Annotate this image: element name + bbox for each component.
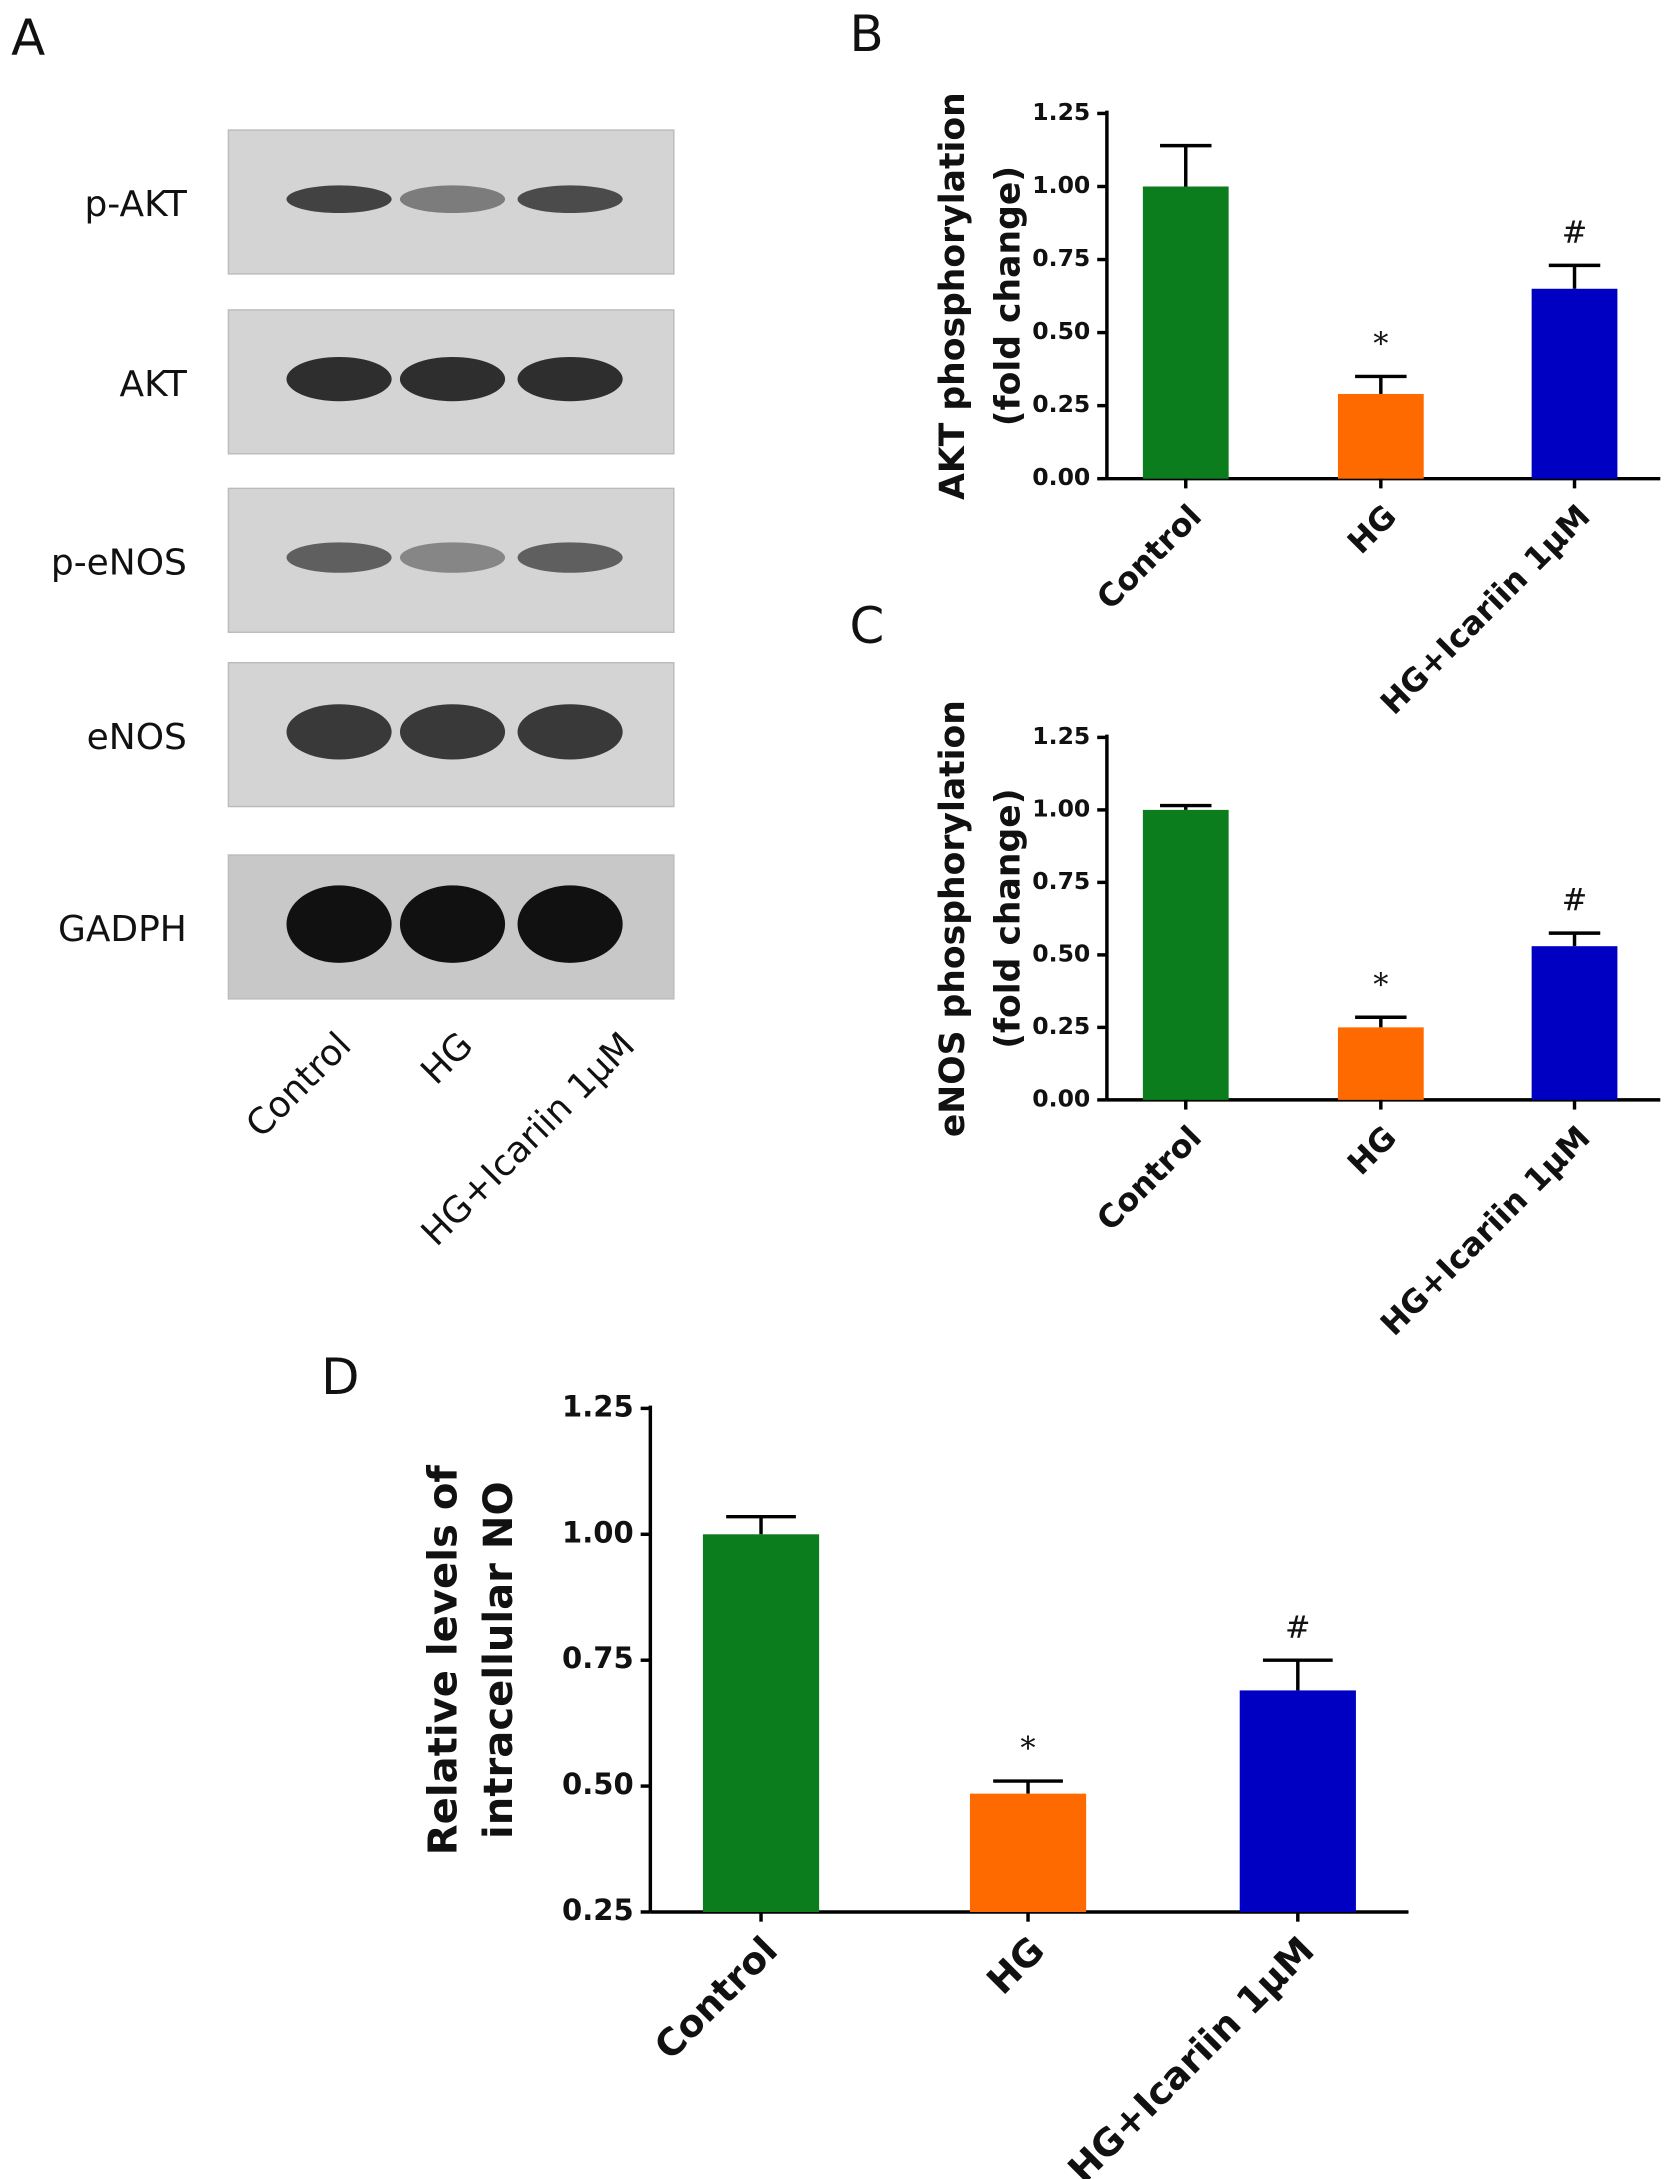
y-axis-label: intracellular NO: [476, 1481, 522, 1839]
blot-band: [286, 542, 392, 573]
blot-band: [399, 185, 506, 214]
panel-label: B: [850, 5, 884, 63]
x-tick-label: HG+Icariin 1μM: [1373, 1118, 1598, 1343]
x-tick-label: Control: [1089, 497, 1209, 617]
x-tick-label: HG+Icariin 1μM: [1059, 1928, 1323, 2179]
y-tick-label: 1.25: [1032, 98, 1090, 126]
x-tick-label: HG: [978, 1928, 1053, 2003]
y-tick-label: 0.00: [1032, 463, 1090, 491]
bar: [969, 1793, 1087, 1912]
y-tick-label: 0.25: [562, 1893, 634, 1927]
y-axis-label: (fold change): [989, 788, 1029, 1048]
panel-label: D: [321, 1348, 359, 1406]
significance-marker: #: [1285, 1611, 1311, 1646]
significance-marker: #: [1562, 884, 1588, 919]
bar: [1337, 1027, 1424, 1100]
blot-band: [286, 185, 392, 214]
blot-band: [399, 356, 506, 402]
y-tick-label: 0.25: [1032, 390, 1090, 418]
y-tick-label: 0.00: [1032, 1084, 1090, 1112]
bar: [1142, 186, 1229, 479]
y-axis-label: eNOS phosphorylation: [933, 700, 973, 1137]
panel-label: A: [11, 9, 45, 67]
significance-marker: *: [1020, 1732, 1035, 1767]
blot-band: [286, 885, 392, 963]
x-tick-label: Control: [646, 1928, 786, 2068]
x-tick-label: HG: [1340, 1118, 1404, 1182]
y-tick-label: 0.50: [562, 1767, 634, 1801]
blot-lane-label: HG: [413, 1025, 481, 1093]
blot-lane-label: Control: [238, 1025, 359, 1146]
bar: [1531, 946, 1618, 1100]
blot-band: [286, 704, 392, 760]
bar: [1239, 1690, 1356, 1912]
significance-marker: #: [1562, 216, 1588, 251]
significance-marker: *: [1373, 968, 1388, 1003]
y-tick-label: 1.00: [1032, 794, 1090, 822]
blot-band: [517, 356, 623, 402]
y-axis-label: (fold change): [989, 166, 1029, 426]
blot-band: [399, 885, 506, 963]
significance-marker: *: [1373, 327, 1388, 362]
y-tick-label: 1.25: [562, 1389, 634, 1423]
y-tick-label: 0.50: [1032, 317, 1090, 345]
y-tick-label: 1.25: [1032, 722, 1090, 750]
blot-band: [399, 542, 506, 573]
bar: [702, 1534, 820, 1912]
blot-band: [286, 356, 392, 402]
y-tick-label: 1.00: [1032, 171, 1090, 199]
blot-band: [517, 185, 623, 214]
blot-row-label: GADPH: [58, 909, 187, 950]
x-tick-label: Control: [1089, 1118, 1209, 1238]
blot-row-label: p-eNOS: [51, 542, 187, 583]
blot-row-label: AKT: [120, 364, 188, 405]
x-tick-label: HG+Icariin 1μM: [1373, 497, 1598, 722]
blot-band: [399, 704, 506, 760]
y-tick-label: 0.75: [1032, 867, 1090, 895]
y-axis-label: AKT phosphorylation: [933, 92, 973, 500]
blot-band: [517, 885, 623, 963]
blot-row-label: eNOS: [87, 717, 187, 758]
blot-band: [517, 704, 623, 760]
y-tick-label: 0.75: [1032, 244, 1090, 272]
x-tick-label: HG: [1340, 497, 1404, 561]
y-tick-label: 1.00: [562, 1515, 634, 1549]
bar: [1142, 809, 1229, 1100]
y-tick-label: 0.75: [562, 1641, 634, 1675]
bar: [1337, 393, 1424, 479]
blot-row-label: p-AKT: [84, 184, 187, 225]
panel-label: C: [850, 597, 885, 655]
blot-band: [517, 542, 623, 573]
y-tick-label: 0.25: [1032, 1012, 1090, 1040]
y-axis-label: Relative levels of: [421, 1465, 467, 1856]
y-tick-label: 0.50: [1032, 939, 1090, 967]
bar: [1531, 288, 1618, 479]
